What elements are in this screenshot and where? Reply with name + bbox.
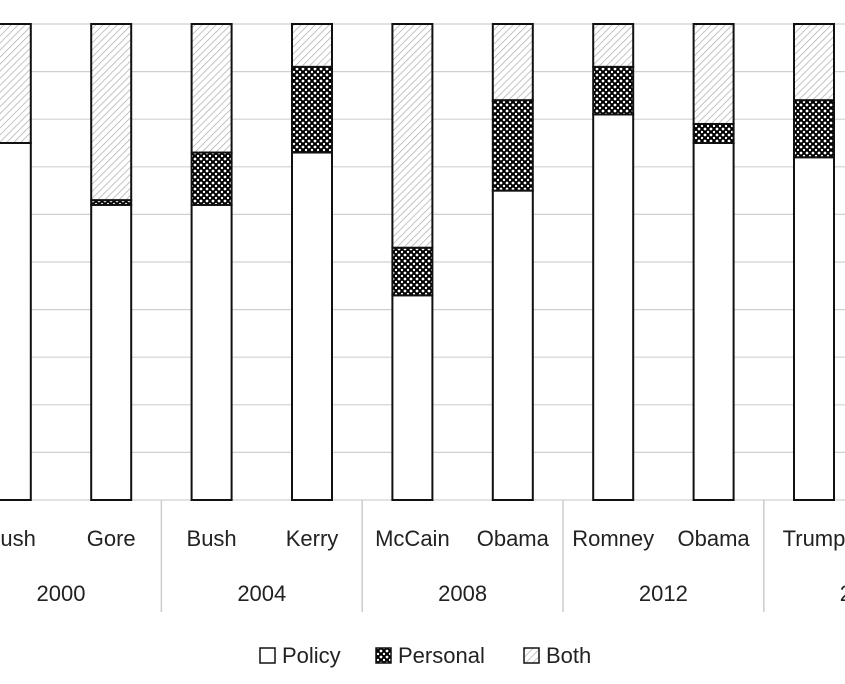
bar-segment [491, 23, 534, 102]
bar-segment [391, 294, 434, 501]
bar-segment [793, 99, 835, 159]
x-tick-label: Kerry [286, 526, 339, 551]
group-label: 2000 [37, 581, 86, 606]
bar-segment [0, 23, 32, 144]
bar-segment [793, 156, 835, 501]
bar-segment [592, 23, 635, 68]
x-tick-label: McCain [375, 526, 450, 551]
x-tick-label: Romney [572, 526, 654, 551]
bar-segment [190, 151, 233, 206]
x-tick-label: Bush [187, 526, 237, 551]
bar-segment [592, 113, 635, 501]
bar-segment [90, 203, 133, 501]
bar-segment [491, 99, 534, 192]
bar-segment [692, 122, 735, 144]
bar-segment [190, 23, 233, 154]
x-tick-label: Obama [477, 526, 550, 551]
legend-label: Policy [282, 643, 341, 668]
legend-swatch [259, 647, 276, 664]
legend-label: Both [546, 643, 591, 668]
x-tick-label: Gore [87, 526, 136, 551]
x-tick-label: Obama [678, 526, 751, 551]
bar-segment [391, 246, 434, 297]
x-tick-label: Bush [0, 526, 36, 551]
bar-segment [291, 151, 333, 502]
group-label: 2004 [237, 581, 286, 606]
group-label: 2016 [840, 581, 845, 606]
group-label: 2012 [639, 581, 688, 606]
bar-segment [291, 23, 333, 68]
bar-segment [793, 23, 835, 102]
group-label: 2008 [438, 581, 487, 606]
bar-segment [692, 142, 735, 501]
legend-label: Personal [398, 643, 485, 668]
bar-segment [90, 23, 133, 202]
x-tick-label: Trump [783, 526, 845, 551]
bar-segment [592, 65, 635, 116]
legend-swatch [375, 647, 392, 664]
bar-segment [491, 189, 534, 501]
bar-segment [692, 23, 735, 125]
bar-segment [391, 23, 434, 249]
bar-segment [291, 65, 333, 154]
legend-swatch [523, 647, 540, 664]
bar-segment [190, 203, 233, 501]
bar-segment [0, 142, 32, 501]
